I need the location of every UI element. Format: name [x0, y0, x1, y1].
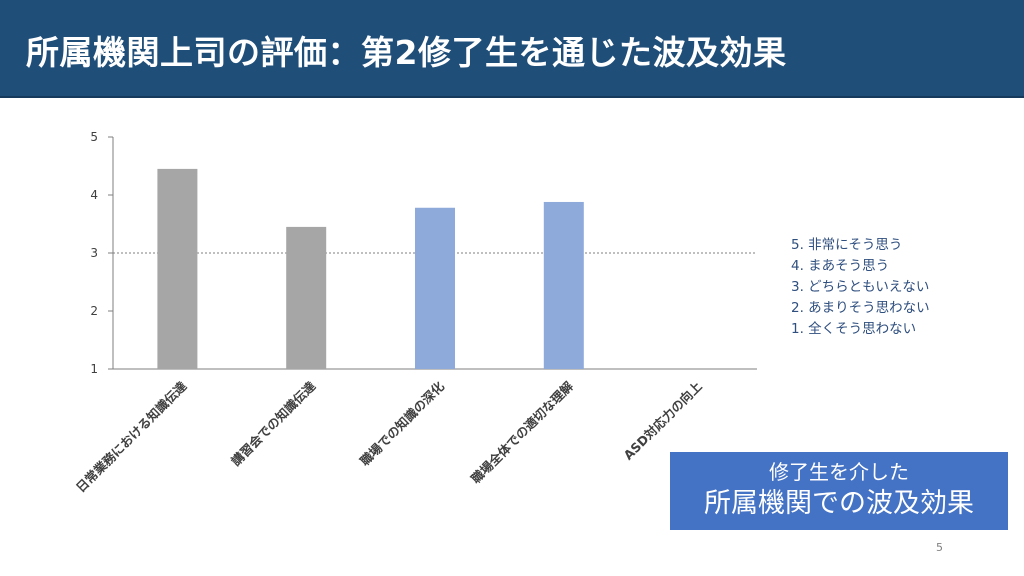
- title-bar: 所属機関上司の評価：第2修了生を通じた波及効果: [0, 0, 1024, 98]
- callout-main-text: 所属機関での波及効果: [704, 488, 974, 519]
- callout-subtitle: 修了生を介した: [769, 460, 909, 484]
- y-tick-label: 2: [90, 304, 98, 318]
- slide-title: 所属機関上司の評価：第2修了生を通じた波及効果: [26, 33, 787, 72]
- y-tick-label: 3: [90, 246, 98, 260]
- bar: [415, 207, 455, 369]
- y-tick-label: 5: [90, 130, 98, 144]
- bar: [543, 201, 584, 369]
- bar: [286, 226, 327, 369]
- x-category-label: 職場での知識の深化: [357, 378, 448, 469]
- legend-item-4: 4. まあそう思う: [791, 258, 890, 274]
- legend-item-2: 2. あまりそう思わない: [791, 300, 930, 316]
- y-tick-label: 1: [90, 362, 98, 376]
- callout-box: 修了生を介した 所属機関での波及効果: [670, 452, 1008, 530]
- x-category-label: 講習会での知識伝達: [228, 378, 319, 469]
- x-category-label: 職場全体での適切な理解: [468, 378, 576, 486]
- legend-item-3: 3. どちらともいえない: [791, 279, 930, 295]
- x-category-label: 日常業務における知識伝達: [73, 378, 190, 495]
- page-number: 5: [936, 541, 943, 554]
- rating-scale-legend: 5. 非常にそう思う 4. まあそう思う 3. どちらともいえない 2. あまり…: [791, 235, 930, 340]
- bar: [157, 168, 198, 369]
- y-tick-label: 4: [90, 188, 98, 202]
- legend-item-5: 5. 非常にそう思う: [791, 237, 903, 253]
- x-category-label: ASD対応力の向上: [621, 378, 706, 463]
- legend-item-1: 1. 全くそう思わない: [791, 321, 917, 337]
